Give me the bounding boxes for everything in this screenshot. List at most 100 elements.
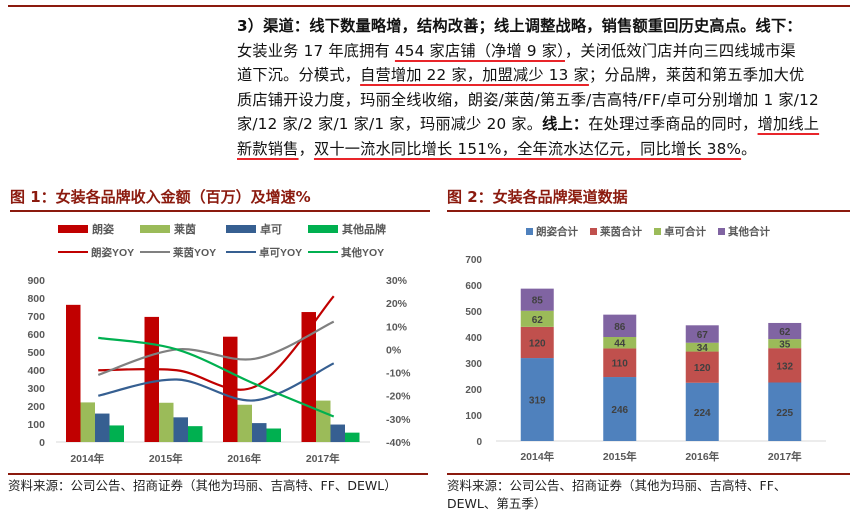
bar bbox=[316, 400, 331, 442]
bar bbox=[266, 428, 281, 442]
svg-text:朗姿: 朗姿 bbox=[92, 222, 114, 236]
y-tick: 300 bbox=[27, 383, 45, 395]
bar bbox=[330, 424, 345, 442]
legend-item: 莱茵合计 bbox=[590, 225, 642, 238]
figure2-source-line1: 资料来源：公司公告、招商证券（其他为玛丽、吉高特、FF、 bbox=[447, 478, 787, 493]
data-label: 67 bbox=[697, 330, 709, 341]
y-tick: 200 bbox=[465, 385, 482, 396]
stack-segment bbox=[603, 337, 637, 349]
stack-segment bbox=[520, 310, 554, 327]
data-label: 86 bbox=[614, 322, 626, 333]
legend-item: 其他YOY bbox=[308, 246, 384, 259]
bar bbox=[173, 417, 188, 442]
paragraph-text: 线上： bbox=[542, 115, 589, 134]
top-rule bbox=[8, 5, 850, 7]
yoy-line bbox=[98, 295, 335, 391]
x-tick: 2016年 bbox=[685, 450, 719, 463]
x-tick: 2015年 bbox=[149, 452, 183, 465]
stack-segment bbox=[768, 382, 802, 441]
paragraph-line: 女装业务 17 年底拥有 454 家店铺（净增 9 家），关闭低效门店并向三四线… bbox=[237, 39, 849, 64]
legend-item: 其他合计 bbox=[718, 225, 770, 238]
bar bbox=[95, 413, 110, 442]
x-tick: 2014年 bbox=[70, 452, 104, 465]
stack-segment bbox=[768, 322, 802, 340]
y-tick: 0 bbox=[39, 437, 45, 449]
stack-segment bbox=[685, 325, 719, 343]
yoy-line bbox=[98, 336, 335, 418]
data-label: 120 bbox=[694, 363, 711, 374]
paragraph-text: ，关闭低效门店并向三四线城市渠 bbox=[564, 41, 796, 60]
data-label: 62 bbox=[779, 327, 791, 338]
y2-tick: -10% bbox=[386, 368, 411, 380]
stack-segment bbox=[685, 342, 719, 352]
y-tick: 500 bbox=[465, 307, 482, 318]
y-tick: 700 bbox=[465, 255, 482, 266]
x-tick: 2016年 bbox=[227, 452, 261, 465]
figure2-source-rule bbox=[447, 473, 850, 475]
highlighted-text: 454 家店铺（净增 9 家） bbox=[394, 41, 565, 60]
legend-item: 朗姿合计 bbox=[526, 225, 578, 238]
stack-segment bbox=[685, 382, 719, 441]
y2-tick: -30% bbox=[386, 414, 411, 426]
stack-segment bbox=[603, 377, 637, 441]
stack-segment bbox=[603, 314, 637, 337]
stack-segment bbox=[520, 326, 554, 359]
y2-tick: -20% bbox=[386, 391, 411, 403]
bar bbox=[66, 304, 81, 442]
paragraph-text: ；分品牌，莱茵和第五季加大优 bbox=[588, 66, 805, 85]
paragraph-text: 女装业务 17 年底拥有 bbox=[237, 41, 395, 60]
data-label: 35 bbox=[779, 340, 791, 351]
data-label: 44 bbox=[614, 339, 626, 350]
figure2-source: 资料来源：公司公告、招商证券（其他为玛丽、吉高特、FF、 DEWL、第五季） bbox=[447, 477, 786, 513]
svg-text:卓可YOY: 卓可YOY bbox=[259, 246, 302, 259]
bar bbox=[109, 425, 124, 442]
figure1-source: 资料来源：公司公告、招商证券（其他为玛丽、吉高特、FF、DEWL） bbox=[8, 478, 397, 493]
svg-text:其他YOY: 其他YOY bbox=[341, 246, 384, 259]
figure2-source-line2: DEWL、第五季） bbox=[447, 496, 547, 511]
y-tick: 900 bbox=[27, 275, 45, 287]
bar bbox=[237, 404, 252, 442]
legend-item: 朗姿YOY bbox=[58, 246, 134, 259]
bar bbox=[345, 432, 360, 442]
highlighted-text: 新款销售 bbox=[237, 139, 299, 158]
data-label: 225 bbox=[776, 408, 793, 419]
x-tick: 2017年 bbox=[306, 452, 340, 465]
stack-segment bbox=[768, 339, 802, 349]
paragraph-text: 。 bbox=[741, 139, 757, 158]
svg-text:莱茵YOY: 莱茵YOY bbox=[172, 246, 216, 259]
legend-item: 朗姿 bbox=[58, 222, 114, 236]
data-label: 224 bbox=[694, 408, 711, 419]
stack-segment bbox=[685, 351, 719, 383]
channel-paragraph: 3）渠道：线下数量略增，结构改善；线上调整战略，销售额重回历史高点。线下： 女装业… bbox=[237, 14, 849, 162]
stack-segment bbox=[768, 348, 802, 383]
highlighted-text: 双十一流水同比增长 151%，全年流水达亿元，同比增长 38% bbox=[313, 139, 742, 158]
stack-segment bbox=[520, 358, 554, 441]
y-tick: 400 bbox=[465, 333, 482, 344]
paragraph-line: 新款销售，双十一流水同比增长 151%，全年流水达亿元，同比增长 38%。 bbox=[237, 137, 849, 162]
paragraph-line: 质店铺开设力度，玛丽全线收缩，朗姿/莱茵/第五季/吉高特/FF/卓可分别增加 1… bbox=[237, 88, 849, 113]
bar bbox=[159, 402, 174, 442]
figure2-chart: 朗姿合计 莱茵合计 卓可合计 其他合计 0 100 200 300 400 500 600 700 31… bbox=[465, 225, 826, 463]
y-tick: 800 bbox=[27, 293, 45, 305]
paragraph-text: ， bbox=[298, 139, 314, 158]
bar bbox=[144, 316, 159, 442]
stack-segment bbox=[520, 288, 554, 311]
x-tick: 2014年 bbox=[520, 450, 554, 463]
y2-tick: 30% bbox=[386, 275, 408, 287]
paragraph-text: 质店铺开设力度，玛丽全线收缩，朗姿/莱茵/第五季/吉高特/FF/卓可分别增加 1… bbox=[237, 90, 819, 109]
bar bbox=[188, 426, 203, 442]
data-label: 120 bbox=[529, 338, 546, 349]
figure2-title-rule bbox=[447, 210, 850, 212]
data-label: 85 bbox=[532, 296, 544, 307]
data-label: 62 bbox=[532, 315, 544, 326]
legend-item: 莱茵 bbox=[140, 222, 196, 236]
paragraph-line: 3）渠道：线下数量略增，结构改善；线上调整战略，销售额重回历史高点。线下： bbox=[237, 14, 849, 39]
y-tick: 100 bbox=[465, 411, 482, 422]
paragraph-text: 道下沉。分模式， bbox=[237, 66, 361, 85]
y-tick: 600 bbox=[27, 329, 45, 341]
yoy-line bbox=[97, 320, 335, 376]
yoy-line bbox=[98, 362, 335, 402]
legend-item: 莱茵YOY bbox=[140, 246, 216, 259]
y2-tick: -40% bbox=[386, 437, 411, 449]
